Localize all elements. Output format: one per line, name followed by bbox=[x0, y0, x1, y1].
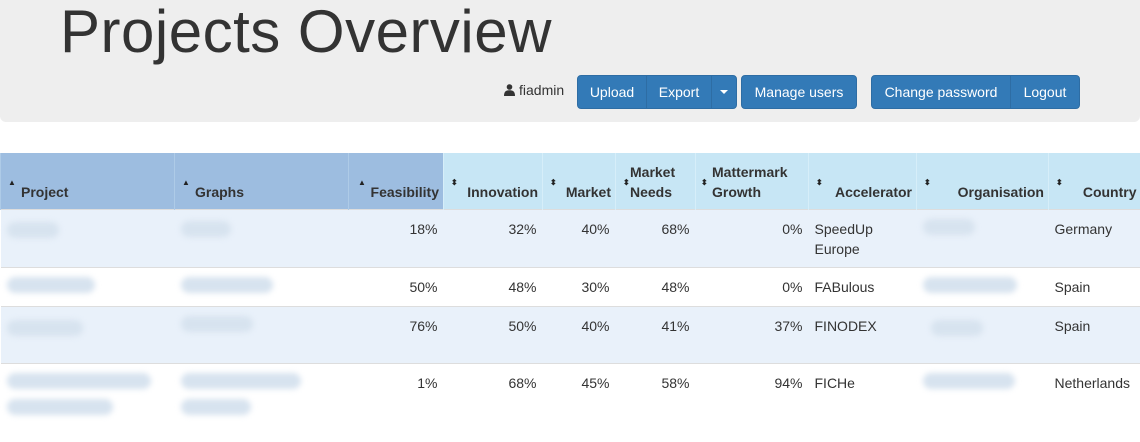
mattermark-growth-cell: 37% bbox=[696, 307, 809, 364]
mattermark-growth-cell: 94% bbox=[696, 364, 809, 442]
logout-button[interactable]: Logout bbox=[1010, 75, 1080, 109]
graphs-cell[interactable] bbox=[175, 364, 349, 442]
project-cell[interactable] bbox=[1, 210, 175, 268]
redacted-text bbox=[7, 277, 95, 293]
feasibility-cell: 1% bbox=[349, 364, 444, 442]
manage-users-button[interactable]: Manage users bbox=[741, 75, 857, 109]
organisation-cell bbox=[917, 268, 1049, 307]
accelerator-cell: FICHe bbox=[809, 364, 917, 442]
sort-both-icon: ⬍ bbox=[701, 173, 708, 193]
column-header-mattermark-growth[interactable]: ⬍ Mattermark Growth bbox=[696, 153, 809, 210]
sort-both-icon: ⬍ bbox=[451, 173, 458, 193]
feasibility-cell: 18% bbox=[349, 210, 444, 268]
redacted-text bbox=[931, 320, 983, 336]
feasibility-cell: 76% bbox=[349, 307, 444, 364]
column-header-graphs[interactable]: ▲ Graphs bbox=[175, 153, 349, 210]
organisation-cell bbox=[917, 307, 1049, 364]
sort-both-icon: ⬍ bbox=[623, 173, 630, 193]
sort-both-icon: ⬍ bbox=[1056, 173, 1063, 193]
market-cell: 45% bbox=[543, 364, 616, 442]
column-header-accelerator[interactable]: ⬍ Accelerator bbox=[809, 153, 917, 210]
export-button[interactable]: Export bbox=[646, 75, 712, 109]
export-dropdown-toggle[interactable] bbox=[711, 75, 737, 109]
table-header-row: ▲ Project ▲ Graphs ▲ Feasibility ⬍ Innov… bbox=[1, 153, 1140, 210]
redacted-text bbox=[7, 320, 83, 336]
accelerator-cell: FABulous bbox=[809, 268, 917, 307]
innovation-cell: 48% bbox=[444, 268, 543, 307]
page-header: Projects Overview fiadmin Upload Export … bbox=[0, 0, 1140, 122]
upload-button[interactable]: Upload bbox=[577, 75, 647, 109]
column-header-organisation[interactable]: ⬍ Organisation bbox=[917, 153, 1049, 210]
username: fiadmin bbox=[519, 82, 564, 98]
redacted-text bbox=[7, 222, 59, 238]
redacted-text bbox=[923, 277, 1017, 293]
market-needs-cell: 68% bbox=[616, 210, 696, 268]
redacted-text bbox=[923, 219, 975, 235]
page-title: Projects Overview bbox=[60, 0, 552, 68]
redacted-text bbox=[7, 373, 151, 389]
accelerator-cell: FINODEX bbox=[809, 307, 917, 364]
column-header-project[interactable]: ▲ Project bbox=[1, 153, 175, 210]
mattermark-growth-cell: 0% bbox=[696, 210, 809, 268]
sort-both-icon: ⬍ bbox=[924, 173, 931, 193]
market-cell: 30% bbox=[543, 268, 616, 307]
project-cell[interactable] bbox=[1, 307, 175, 364]
table-row[interactable]: 18% 32% 40% 68% 0% SpeedUp Europe German… bbox=[1, 210, 1140, 268]
market-needs-cell: 58% bbox=[616, 364, 696, 442]
current-user: fiadmin bbox=[504, 82, 564, 98]
accelerator-cell: SpeedUp Europe bbox=[809, 210, 917, 268]
market-needs-cell: 48% bbox=[616, 268, 696, 307]
sort-both-icon: ⬍ bbox=[550, 173, 557, 193]
organisation-cell bbox=[917, 210, 1049, 268]
project-cell[interactable] bbox=[1, 364, 175, 442]
mattermark-growth-cell: 0% bbox=[696, 268, 809, 307]
caret-down-icon bbox=[720, 90, 728, 94]
redacted-text bbox=[181, 399, 251, 415]
redacted-text bbox=[181, 373, 301, 389]
country-cell: Germany bbox=[1049, 210, 1140, 268]
redacted-text bbox=[181, 277, 273, 293]
country-cell: Spain bbox=[1049, 268, 1140, 307]
redacted-text bbox=[181, 221, 231, 237]
market-cell: 40% bbox=[543, 307, 616, 364]
sort-asc-icon: ▲ bbox=[8, 173, 16, 193]
country-cell: Netherlands bbox=[1049, 364, 1140, 442]
redacted-text bbox=[923, 373, 1015, 389]
market-needs-cell: 41% bbox=[616, 307, 696, 364]
feasibility-cell: 50% bbox=[349, 268, 444, 307]
column-header-innovation[interactable]: ⬍ Innovation bbox=[444, 153, 543, 210]
projects-table: ▲ Project ▲ Graphs ▲ Feasibility ⬍ Innov… bbox=[0, 153, 1140, 442]
change-password-button[interactable]: Change password bbox=[871, 75, 1011, 109]
sort-asc-icon: ▲ bbox=[182, 173, 190, 193]
project-cell[interactable] bbox=[1, 268, 175, 307]
column-header-country[interactable]: ⬍ Country bbox=[1049, 153, 1140, 210]
country-cell: Spain bbox=[1049, 307, 1140, 364]
market-cell: 40% bbox=[543, 210, 616, 268]
user-icon bbox=[504, 84, 515, 96]
sort-both-icon: ⬍ bbox=[816, 173, 823, 193]
table-row[interactable]: 50% 48% 30% 48% 0% FABulous Spain bbox=[1, 268, 1140, 307]
innovation-cell: 68% bbox=[444, 364, 543, 442]
redacted-text bbox=[7, 399, 113, 415]
column-header-market-needs[interactable]: ⬍ Market Needs bbox=[616, 153, 696, 210]
organisation-cell bbox=[917, 364, 1049, 442]
graphs-cell[interactable] bbox=[175, 210, 349, 268]
table-row[interactable]: 1% 68% 45% 58% 94% FICHe Netherlands bbox=[1, 364, 1140, 442]
innovation-cell: 32% bbox=[444, 210, 543, 268]
graphs-cell[interactable] bbox=[175, 307, 349, 364]
column-header-feasibility[interactable]: ▲ Feasibility bbox=[349, 153, 444, 210]
graphs-cell[interactable] bbox=[175, 268, 349, 307]
table-row[interactable]: 76% 50% 40% 41% 37% FINODEX Spain bbox=[1, 307, 1140, 364]
innovation-cell: 50% bbox=[444, 307, 543, 364]
column-header-market[interactable]: ⬍ Market bbox=[543, 153, 616, 210]
sort-asc-icon: ▲ bbox=[358, 173, 366, 193]
redacted-text bbox=[181, 316, 253, 332]
